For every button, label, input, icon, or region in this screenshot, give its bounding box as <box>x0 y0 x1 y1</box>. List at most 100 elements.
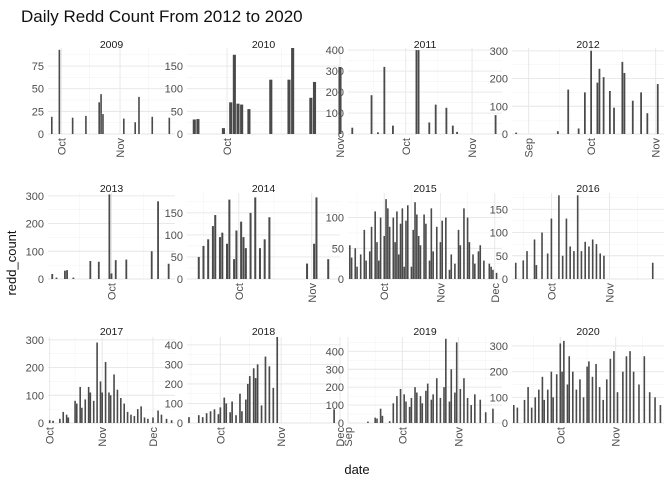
bar <box>405 220 407 279</box>
facet-label: 2010 <box>252 39 276 51</box>
bar <box>580 251 583 279</box>
bar <box>415 50 418 134</box>
x-tick-label: Sep <box>524 138 536 158</box>
bar <box>246 383 249 423</box>
bar <box>387 208 389 279</box>
facet-panel-2010: 0 50 100 150 Oct Nov 2010 <box>165 39 347 158</box>
bar <box>538 389 540 423</box>
bar <box>260 405 263 423</box>
bar <box>152 417 154 423</box>
bar <box>396 396 398 423</box>
bar <box>425 223 427 279</box>
y-tick-label: 200 <box>490 74 508 86</box>
bar <box>157 201 159 279</box>
bar <box>197 415 200 423</box>
y-tick-label: 200 <box>326 382 344 394</box>
y-tick-label: 300 <box>490 341 508 353</box>
bar <box>79 386 81 423</box>
bar <box>89 260 92 279</box>
bar <box>514 262 517 279</box>
bar <box>421 403 424 423</box>
y-tick-label: 300 <box>165 359 183 371</box>
bar <box>546 389 549 423</box>
bar <box>84 399 87 423</box>
bar <box>114 260 117 279</box>
y-tick-label: 300 <box>326 364 344 376</box>
bar <box>577 128 580 134</box>
bar <box>241 411 243 423</box>
y-tick-label: 50 <box>32 84 44 96</box>
bar <box>167 263 170 279</box>
bar <box>209 411 212 423</box>
bar <box>546 253 549 279</box>
bar <box>392 217 395 279</box>
bar <box>448 269 451 279</box>
bar <box>214 215 217 279</box>
bar <box>65 414 68 423</box>
bar <box>333 409 335 423</box>
bar <box>443 387 445 423</box>
bar <box>72 277 75 279</box>
bar <box>376 418 378 423</box>
bar <box>466 217 469 279</box>
y-tick-label: 200 <box>26 219 44 231</box>
bar <box>197 256 200 279</box>
bar <box>463 208 465 279</box>
bar <box>239 393 241 423</box>
bar <box>157 410 159 423</box>
bar <box>368 251 371 279</box>
y-tick-label: 200 <box>326 87 344 99</box>
bar <box>573 251 575 279</box>
facet-label: 2018 <box>252 326 276 338</box>
bar <box>598 68 601 134</box>
bar <box>550 371 553 423</box>
y-tick-label: 0 <box>338 274 344 286</box>
y-tick-label: 0 <box>338 129 344 141</box>
bar <box>527 387 529 423</box>
bar <box>432 394 434 423</box>
bar <box>394 242 396 279</box>
bar <box>229 102 233 134</box>
bar <box>211 226 214 279</box>
bar <box>110 273 113 279</box>
bar <box>445 338 447 423</box>
bar <box>434 104 437 134</box>
facet-label: 2012 <box>576 39 600 51</box>
x-tick-label: Nov <box>276 427 288 447</box>
bar <box>218 237 221 279</box>
bar <box>87 386 90 423</box>
x-tick-label: Nov <box>467 138 479 158</box>
x-tick-label: Nov <box>307 283 319 303</box>
bar <box>535 265 538 279</box>
bar <box>623 72 626 134</box>
x-tick-label: Dec <box>490 283 502 303</box>
bar <box>477 251 480 279</box>
bar <box>490 266 492 279</box>
bar <box>207 239 210 279</box>
bar <box>96 342 98 423</box>
bar <box>81 407 83 423</box>
bar <box>583 92 586 134</box>
y-tick-label: 0 <box>502 129 508 141</box>
facet-panel-2014: 0 50 100 150 Oct Nov 2014 <box>165 183 340 303</box>
bar <box>75 403 78 423</box>
bar <box>385 199 387 279</box>
bar <box>202 245 205 279</box>
bar <box>414 202 416 279</box>
bar <box>495 272 498 279</box>
bar <box>232 54 236 134</box>
bar <box>397 254 400 279</box>
bar <box>455 342 458 423</box>
bar <box>350 257 353 279</box>
bar <box>515 132 518 134</box>
bar <box>584 241 586 279</box>
bar <box>561 371 563 423</box>
y-tick-label: 100 <box>165 230 183 242</box>
y-tick-label: 0 <box>38 129 44 141</box>
bar <box>367 421 369 423</box>
bar <box>555 374 558 423</box>
y-tick-label: 50 <box>171 106 183 118</box>
bar <box>516 407 519 423</box>
bar <box>52 420 54 423</box>
x-tick-label: Oct <box>546 283 558 300</box>
